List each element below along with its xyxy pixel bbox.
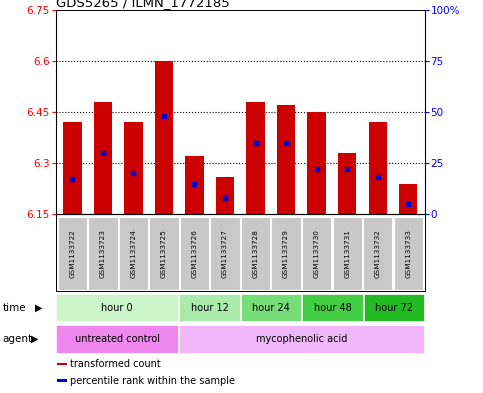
Text: GSM1133731: GSM1133731 [344, 229, 350, 278]
Text: GSM1133730: GSM1133730 [313, 229, 320, 278]
Text: agent: agent [2, 334, 32, 344]
Bar [124, 122, 142, 214]
Bar [94, 102, 112, 214]
Bar [149, 217, 179, 290]
Text: GSM1133732: GSM1133732 [375, 229, 381, 278]
Bar [364, 294, 425, 321]
Bar [88, 217, 117, 290]
Text: GSM1133733: GSM1133733 [405, 229, 411, 278]
Text: untreated control: untreated control [75, 334, 159, 344]
Bar [119, 217, 148, 290]
Bar [302, 294, 363, 321]
Bar [241, 294, 301, 321]
Text: GSM1133727: GSM1133727 [222, 229, 228, 278]
Bar [363, 217, 392, 290]
Bar [302, 217, 331, 290]
Text: GSM1133722: GSM1133722 [70, 229, 75, 278]
Bar [211, 217, 240, 290]
Text: hour 0: hour 0 [101, 303, 133, 312]
Bar [179, 325, 425, 353]
Bar [57, 217, 87, 290]
Bar [399, 184, 417, 214]
Bar [216, 177, 234, 214]
Bar [63, 122, 82, 214]
Text: hour 72: hour 72 [375, 303, 413, 312]
Bar [332, 217, 362, 290]
Text: GSM1133728: GSM1133728 [253, 229, 258, 278]
Text: ▶: ▶ [35, 303, 43, 312]
Text: GSM1133729: GSM1133729 [283, 229, 289, 278]
Text: GDS5265 / ILMN_1772185: GDS5265 / ILMN_1772185 [56, 0, 229, 9]
Text: hour 48: hour 48 [314, 303, 352, 312]
Text: GSM1133724: GSM1133724 [130, 229, 136, 278]
Text: percentile rank within the sample: percentile rank within the sample [71, 376, 235, 386]
Text: GSM1133723: GSM1133723 [100, 229, 106, 278]
Text: hour 24: hour 24 [252, 303, 290, 312]
Bar [56, 294, 178, 321]
Bar [369, 122, 387, 214]
Bar [277, 105, 295, 214]
Text: GSM1133725: GSM1133725 [161, 229, 167, 278]
Bar [56, 325, 178, 353]
Bar [308, 112, 326, 214]
Bar [394, 217, 423, 290]
Bar [180, 217, 209, 290]
Text: mycophenolic acid: mycophenolic acid [256, 334, 348, 344]
Text: time: time [2, 303, 26, 312]
Bar [57, 379, 67, 382]
Bar [241, 217, 270, 290]
Text: ▶: ▶ [31, 334, 39, 344]
Text: GSM1133726: GSM1133726 [191, 229, 198, 278]
Text: transformed count: transformed count [71, 359, 161, 369]
Bar [155, 61, 173, 214]
Text: hour 12: hour 12 [191, 303, 228, 312]
Bar [179, 294, 240, 321]
Bar [185, 156, 204, 214]
Bar [246, 102, 265, 214]
Bar [338, 153, 356, 214]
Bar [271, 217, 301, 290]
Bar [57, 363, 67, 365]
